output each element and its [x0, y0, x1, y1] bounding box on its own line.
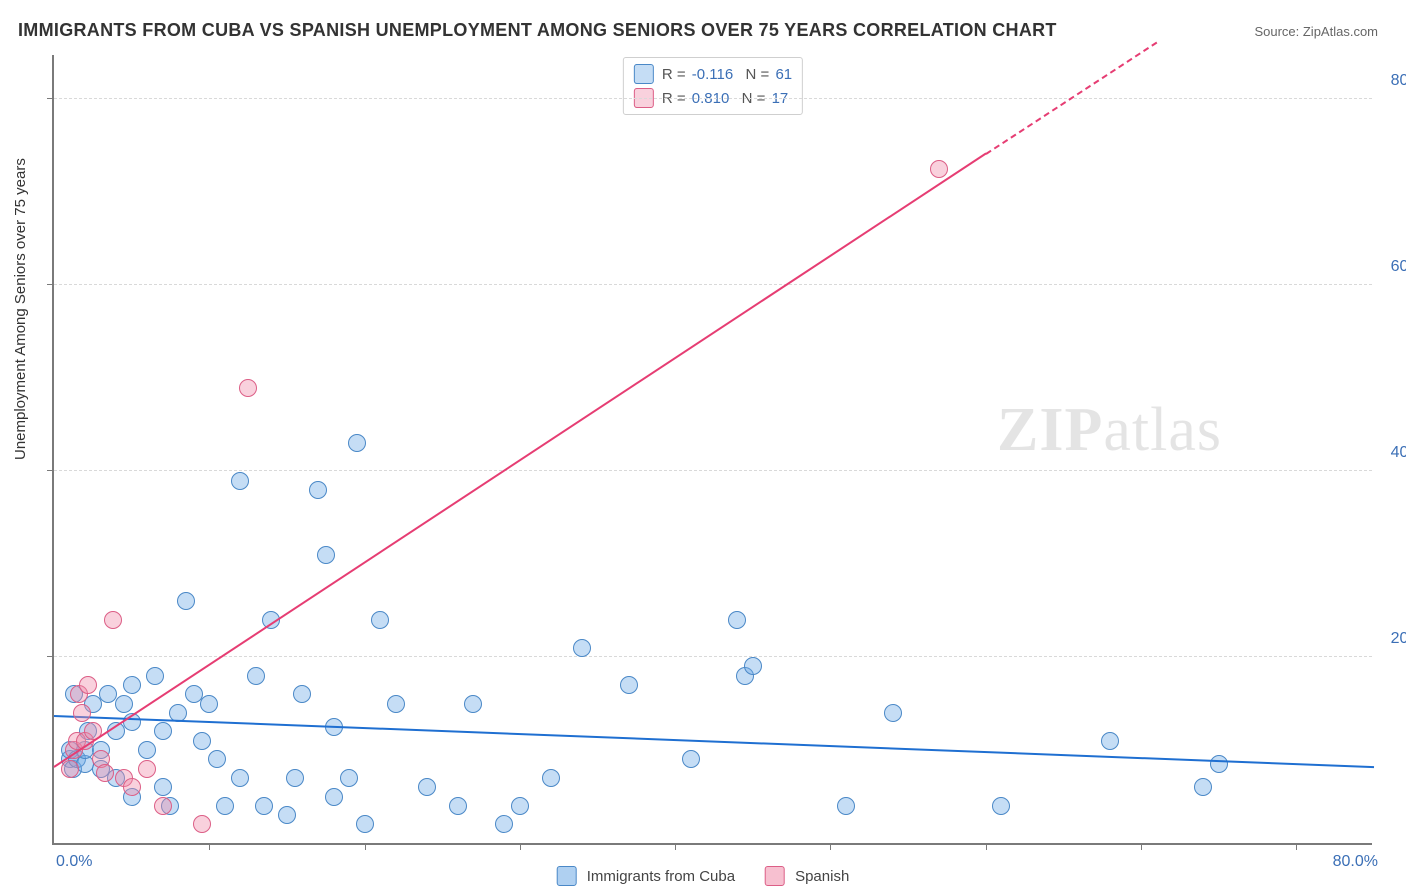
data-point — [837, 797, 855, 815]
data-point — [123, 676, 141, 694]
data-point — [309, 481, 327, 499]
data-point — [620, 676, 638, 694]
data-point — [231, 769, 249, 787]
series-legend: Immigrants from Cuba Spanish — [557, 866, 850, 886]
data-point — [193, 815, 211, 833]
data-point — [418, 778, 436, 796]
legend-swatch — [634, 64, 654, 84]
data-point — [293, 685, 311, 703]
correlation-legend: R = -0.116 N = 61R = 0.810 N = 17 — [623, 57, 803, 115]
trend-line — [54, 715, 1374, 768]
data-point — [154, 797, 172, 815]
data-point — [884, 704, 902, 722]
data-point — [200, 695, 218, 713]
data-point — [325, 788, 343, 806]
data-point — [73, 704, 91, 722]
data-point — [123, 778, 141, 796]
y-tick — [47, 98, 54, 99]
data-point — [449, 797, 467, 815]
x-tick — [986, 843, 987, 850]
data-point — [138, 760, 156, 778]
data-point — [255, 797, 273, 815]
y-tick — [47, 470, 54, 471]
legend-item: Immigrants from Cuba — [557, 866, 735, 886]
data-point — [682, 750, 700, 768]
data-point — [511, 797, 529, 815]
y-tick-label: 60.0% — [1376, 258, 1406, 276]
data-point — [177, 592, 195, 610]
data-point — [104, 611, 122, 629]
data-point — [216, 797, 234, 815]
data-point — [371, 611, 389, 629]
data-point — [1101, 732, 1119, 750]
data-point — [317, 546, 335, 564]
data-point — [115, 695, 133, 713]
watermark: ZIPatlas — [997, 395, 1222, 466]
source-attribution: Source: ZipAtlas.com — [1254, 24, 1378, 39]
data-point — [728, 611, 746, 629]
legend-stats: R = -0.116 N = 61 — [662, 66, 792, 83]
legend-label: Immigrants from Cuba — [587, 868, 735, 885]
data-point — [154, 778, 172, 796]
x-tick-label: 0.0% — [56, 853, 92, 871]
x-tick — [830, 843, 831, 850]
data-point — [1210, 755, 1228, 773]
legend-label: Spanish — [795, 868, 849, 885]
legend-swatch — [557, 866, 577, 886]
data-point — [573, 639, 591, 657]
x-tick — [520, 843, 521, 850]
plot-area: ZIPatlas R = -0.116 N = 61R = 0.810 N = … — [52, 55, 1372, 845]
y-tick-label: 40.0% — [1376, 444, 1406, 462]
data-point — [146, 667, 164, 685]
data-point — [79, 676, 97, 694]
data-point — [387, 695, 405, 713]
data-point — [96, 764, 114, 782]
data-point — [744, 657, 762, 675]
data-point — [278, 806, 296, 824]
data-point — [930, 160, 948, 178]
data-point — [154, 722, 172, 740]
legend-row: R = -0.116 N = 61 — [634, 64, 792, 84]
data-point — [193, 732, 211, 750]
data-point — [495, 815, 513, 833]
trend-line — [53, 153, 986, 768]
gridline — [54, 98, 1372, 99]
x-tick — [675, 843, 676, 850]
y-tick — [47, 656, 54, 657]
gridline — [54, 470, 1372, 471]
x-tick-label: 80.0% — [1333, 853, 1378, 871]
x-tick — [365, 843, 366, 850]
y-axis-label: Unemployment Among Seniors over 75 years — [12, 158, 29, 460]
data-point — [208, 750, 226, 768]
data-point — [356, 815, 374, 833]
legend-swatch — [765, 866, 785, 886]
data-point — [542, 769, 560, 787]
chart-title: IMMIGRANTS FROM CUBA VS SPANISH UNEMPLOY… — [18, 20, 1057, 41]
correlation-chart: IMMIGRANTS FROM CUBA VS SPANISH UNEMPLOY… — [0, 0, 1406, 892]
data-point — [231, 472, 249, 490]
y-tick — [47, 284, 54, 285]
legend-item: Spanish — [765, 866, 849, 886]
data-point — [286, 769, 304, 787]
data-point — [239, 379, 257, 397]
gridline — [54, 656, 1372, 657]
data-point — [348, 434, 366, 452]
y-tick-label: 80.0% — [1376, 72, 1406, 90]
data-point — [247, 667, 265, 685]
data-point — [464, 695, 482, 713]
data-point — [1194, 778, 1212, 796]
data-point — [992, 797, 1010, 815]
x-tick — [1296, 843, 1297, 850]
gridline — [54, 284, 1372, 285]
x-tick — [1141, 843, 1142, 850]
x-tick — [209, 843, 210, 850]
data-point — [138, 741, 156, 759]
y-tick-label: 20.0% — [1376, 630, 1406, 648]
data-point — [340, 769, 358, 787]
